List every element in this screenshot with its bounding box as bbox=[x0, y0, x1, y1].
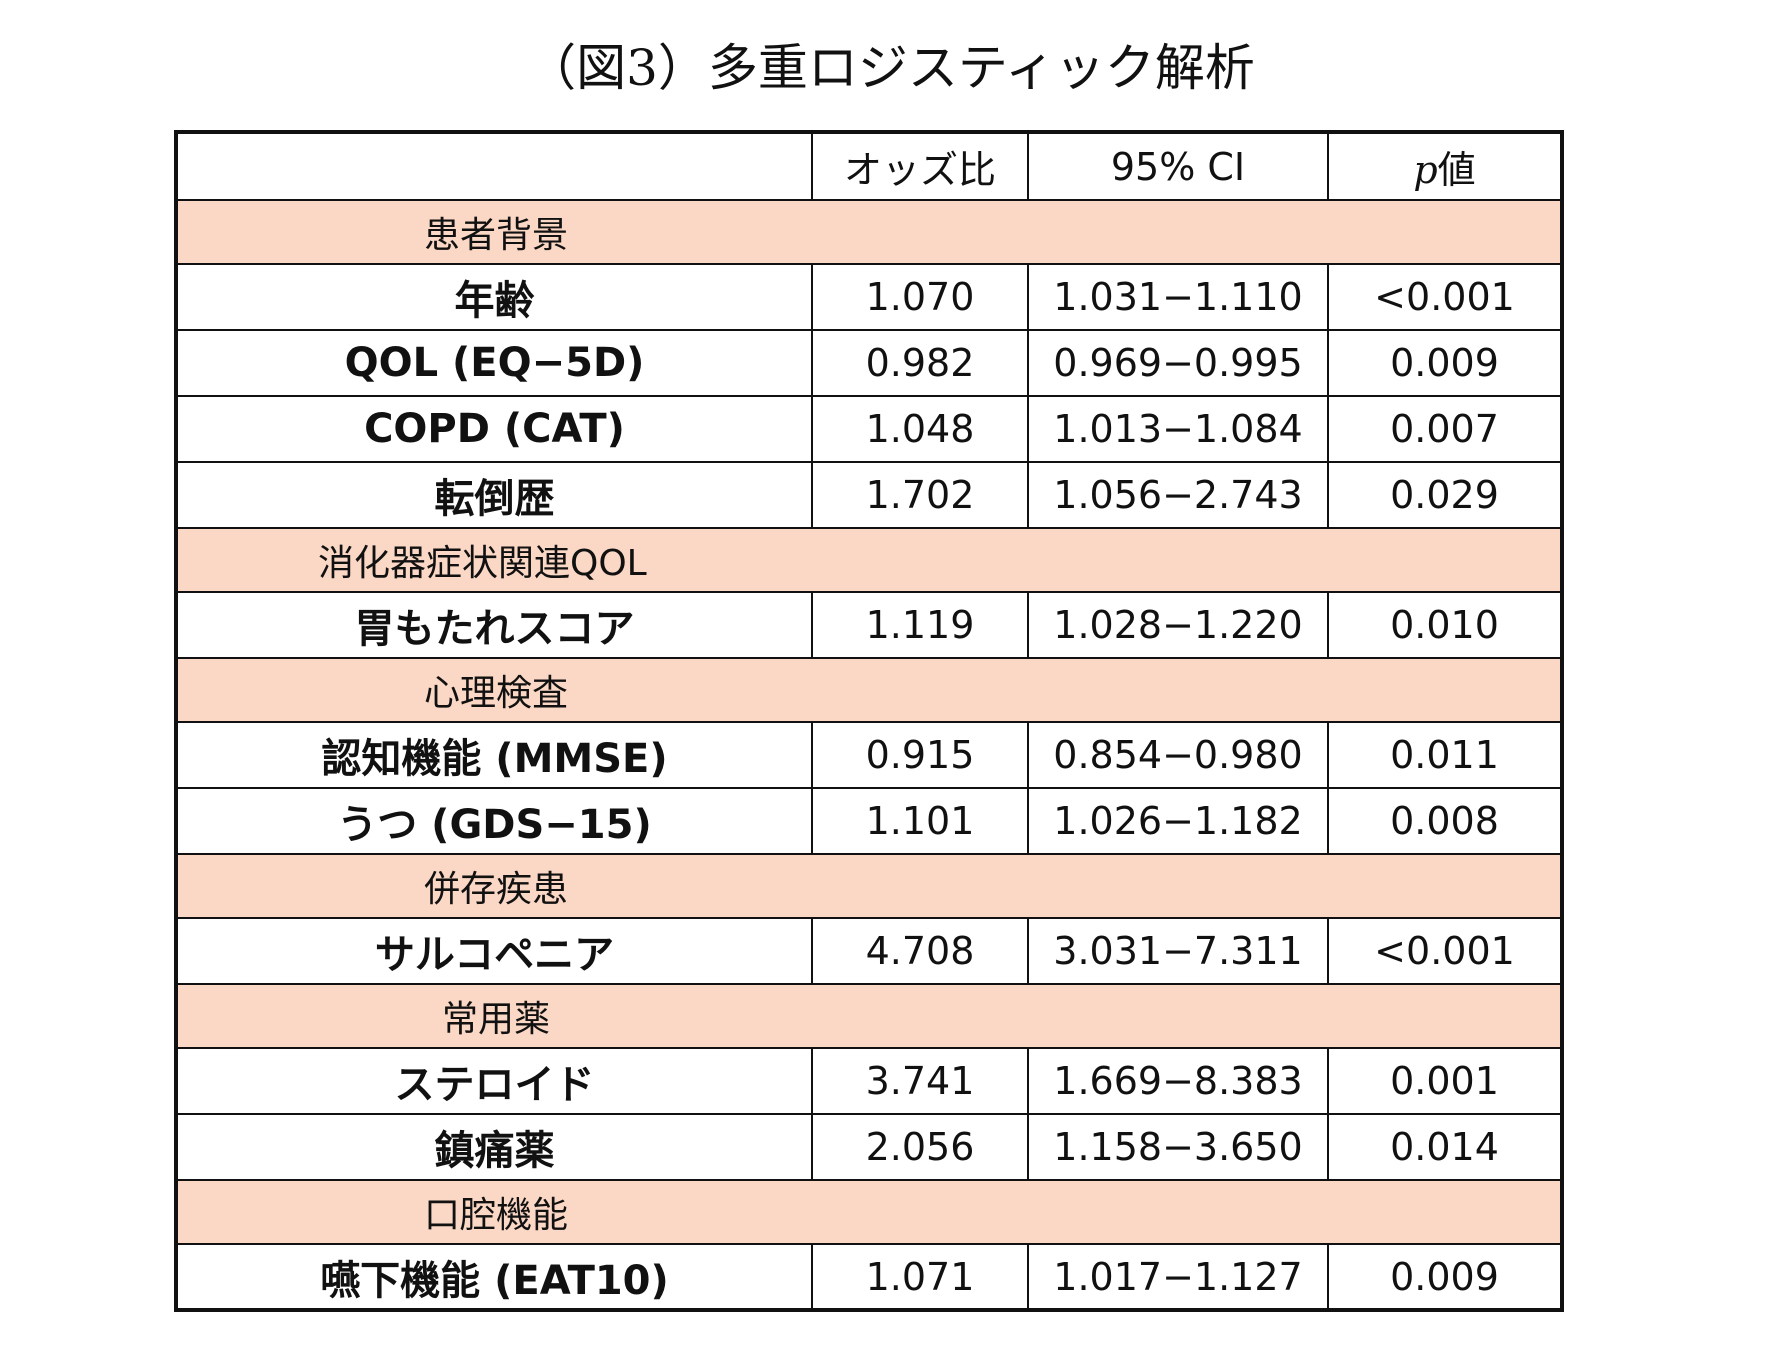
odds-ratio: 0.915 bbox=[811, 721, 1029, 789]
table-row: サルコペニア 4.708 3.031−7.311 <0.001 bbox=[175, 917, 1563, 985]
header-95ci: 95% CI bbox=[1027, 131, 1329, 201]
p-value: 0.014 bbox=[1327, 1113, 1563, 1181]
p-value: 0.010 bbox=[1327, 591, 1563, 659]
table-row: 嚥下機能 (EAT10) 1.071 1.017−1.127 0.009 bbox=[175, 1243, 1563, 1311]
category-label: 消化器症状関連QOL bbox=[318, 543, 647, 584]
figure-title: （図3）多重ロジスティック解析 bbox=[526, 39, 1255, 97]
odds-ratio: 4.708 bbox=[811, 917, 1029, 985]
odds-ratio: 1.702 bbox=[811, 461, 1029, 529]
category-label: 常用薬 bbox=[441, 999, 550, 1040]
p-value: <0.001 bbox=[1327, 263, 1563, 331]
category-label: 心理検査 bbox=[423, 673, 568, 714]
confidence-interval: 1.026−1.182 bbox=[1027, 787, 1329, 855]
p-value: 0.029 bbox=[1327, 461, 1563, 529]
table-row: 転倒歴 1.702 1.056−2.743 0.029 bbox=[175, 461, 1563, 529]
confidence-interval: 0.969−0.995 bbox=[1027, 329, 1329, 397]
odds-ratio: 1.070 bbox=[811, 263, 1029, 331]
p-italic: p bbox=[1413, 148, 1438, 192]
p-value: 0.009 bbox=[1327, 329, 1563, 397]
header-variable bbox=[175, 131, 813, 201]
variable-name: 嚥下機能 (EAT10) bbox=[175, 1243, 813, 1311]
p-value: 0.009 bbox=[1327, 1243, 1563, 1311]
odds-ratio: 1.101 bbox=[811, 787, 1029, 855]
header-p-value: p値 bbox=[1327, 131, 1563, 201]
confidence-interval: 0.854−0.980 bbox=[1027, 721, 1329, 789]
category-row: 併存疾患 bbox=[175, 853, 1563, 919]
category-row: 消化器症状関連QOL bbox=[175, 527, 1563, 593]
category-row: 患者背景 bbox=[175, 199, 1563, 265]
table-row: 鎮痛薬 2.056 1.158−3.650 0.014 bbox=[175, 1113, 1563, 1181]
table-row: QOL (EQ−5D) 0.982 0.969−0.995 0.009 bbox=[175, 329, 1563, 397]
p-value: 0.011 bbox=[1327, 721, 1563, 789]
p-value: 0.007 bbox=[1327, 395, 1563, 463]
header-odds-ratio: オッズ比 bbox=[811, 131, 1029, 201]
variable-name: 転倒歴 bbox=[175, 461, 813, 529]
table-row: COPD (CAT) 1.048 1.013−1.084 0.007 bbox=[175, 395, 1563, 463]
category-row: 心理検査 bbox=[175, 657, 1563, 723]
odds-ratio: 1.048 bbox=[811, 395, 1029, 463]
confidence-interval: 1.028−1.220 bbox=[1027, 591, 1329, 659]
odds-ratio: 1.119 bbox=[811, 591, 1029, 659]
table-row: ステロイド 3.741 1.669−8.383 0.001 bbox=[175, 1047, 1563, 1115]
p-value: 0.001 bbox=[1327, 1047, 1563, 1115]
table-body: 患者背景 年齢 1.070 1.031−1.110 <0.001 QOL (EQ−5D) 0… bbox=[175, 199, 1563, 1311]
confidence-interval: 3.031−7.311 bbox=[1027, 917, 1329, 985]
table-row: 年齢 1.070 1.031−1.110 <0.001 bbox=[175, 263, 1563, 331]
variable-name: 鎮痛薬 bbox=[175, 1113, 813, 1181]
confidence-interval: 1.017−1.127 bbox=[1027, 1243, 1329, 1311]
odds-ratio: 2.056 bbox=[811, 1113, 1029, 1181]
category-row: 常用薬 bbox=[175, 983, 1563, 1049]
table-row: うつ (GDS−15) 1.101 1.026−1.182 0.008 bbox=[175, 787, 1563, 855]
table-row: 胃もたれスコア 1.119 1.028−1.220 0.010 bbox=[175, 591, 1563, 659]
category-label: 口腔機能 bbox=[423, 1195, 568, 1236]
variable-name: うつ (GDS−15) bbox=[175, 787, 813, 855]
table-header-row: オッズ比 95% CI p値 bbox=[175, 131, 1563, 201]
category-label: 併存疾患 bbox=[423, 869, 568, 910]
odds-ratio: 0.982 bbox=[811, 329, 1029, 397]
variable-name: ステロイド bbox=[175, 1047, 813, 1115]
logistic-regression-table: オッズ比 95% CI p値 患者背景 年齢 1.070 1.031−1.110 <0.… bbox=[174, 130, 1564, 1312]
variable-name: 認知機能 (MMSE) bbox=[175, 721, 813, 789]
p-value: <0.001 bbox=[1327, 917, 1563, 985]
variable-name: 年齢 bbox=[175, 263, 813, 331]
confidence-interval: 1.056−2.743 bbox=[1027, 461, 1329, 529]
p-suffix: 値 bbox=[1437, 148, 1476, 192]
confidence-interval: 1.158−3.650 bbox=[1027, 1113, 1329, 1181]
variable-name: サルコペニア bbox=[175, 917, 813, 985]
category-label: 患者背景 bbox=[423, 215, 568, 256]
variable-name: COPD (CAT) bbox=[175, 395, 813, 463]
variable-name: 胃もたれスコア bbox=[175, 591, 813, 659]
odds-ratio: 3.741 bbox=[811, 1047, 1029, 1115]
confidence-interval: 1.013−1.084 bbox=[1027, 395, 1329, 463]
p-value: 0.008 bbox=[1327, 787, 1563, 855]
confidence-interval: 1.031−1.110 bbox=[1027, 263, 1329, 331]
variable-name: QOL (EQ−5D) bbox=[175, 329, 813, 397]
odds-ratio: 1.071 bbox=[811, 1243, 1029, 1311]
table-row: 認知機能 (MMSE) 0.915 0.854−0.980 0.011 bbox=[175, 721, 1563, 789]
category-row: 口腔機能 bbox=[175, 1179, 1563, 1245]
confidence-interval: 1.669−8.383 bbox=[1027, 1047, 1329, 1115]
